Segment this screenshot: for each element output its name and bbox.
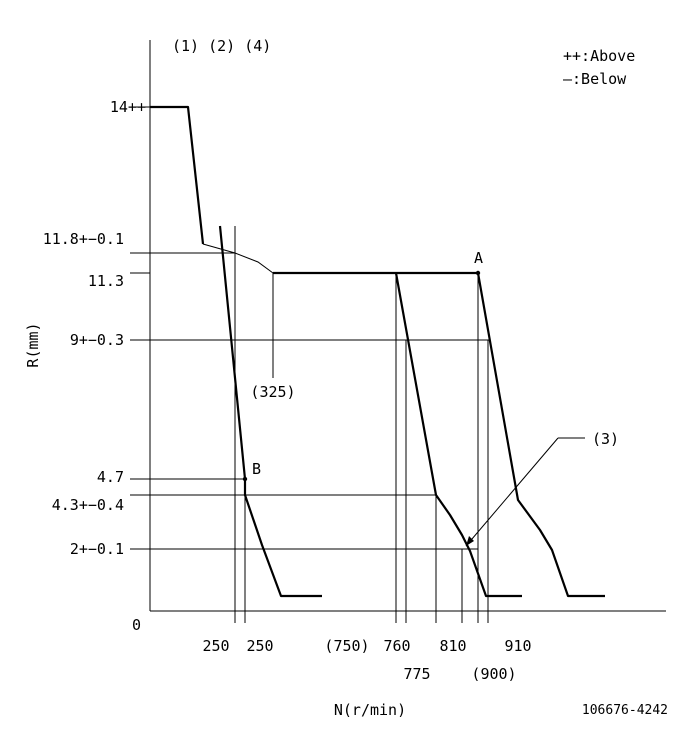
annotation-note3: (3) [592,430,619,448]
curve-torque-knee [202,243,274,274]
curve-governor-1 [394,272,522,598]
y-tick-2: 2+−0.1 [70,540,124,558]
header-notes: (1) (2) (4) [172,37,271,55]
x-tick-760: 760 [383,637,410,655]
legend-above: ++:Above [563,47,635,65]
y-tick-11-3: 11.3 [88,272,124,290]
note3-arrowhead [466,536,474,546]
y-tick-4-3: 4.3+−0.4 [52,496,124,514]
x-axis-label: N(r/min) [334,701,406,719]
x-tick-250-b: 250 [246,637,273,655]
x-tick-810: 810 [439,637,466,655]
annotation-point-b: B [252,460,261,478]
x-tick-775: 775 [403,665,430,683]
curve-governor-2 [476,272,605,598]
y-tick-4-7: 4.7 [97,468,124,486]
annotation-325: (325) [250,383,295,401]
x-tick-750: (750) [324,637,369,655]
point-a-marker [475,270,481,276]
note3-leader-arrow [465,437,559,547]
y-axis-label: R(mm) [24,322,42,367]
curve-full-load [150,105,205,245]
point-b-marker [242,476,248,482]
y-tick-14: 14++ [110,98,146,116]
y-tick-9: 9+−0.3 [70,331,124,349]
y-tick-11-8: 11.8+−0.1 [43,230,124,248]
drawing-code: 106676-4242 [582,703,668,718]
x-tick-250-a: 250 [202,637,229,655]
curve-idle [218,225,322,598]
annotation-point-a: A [474,249,483,267]
x-tick-900: (900) [471,665,516,683]
legend-below: —:Below [563,70,627,88]
origin-label: 0 [132,616,141,634]
x-tick-910: 910 [504,637,531,655]
